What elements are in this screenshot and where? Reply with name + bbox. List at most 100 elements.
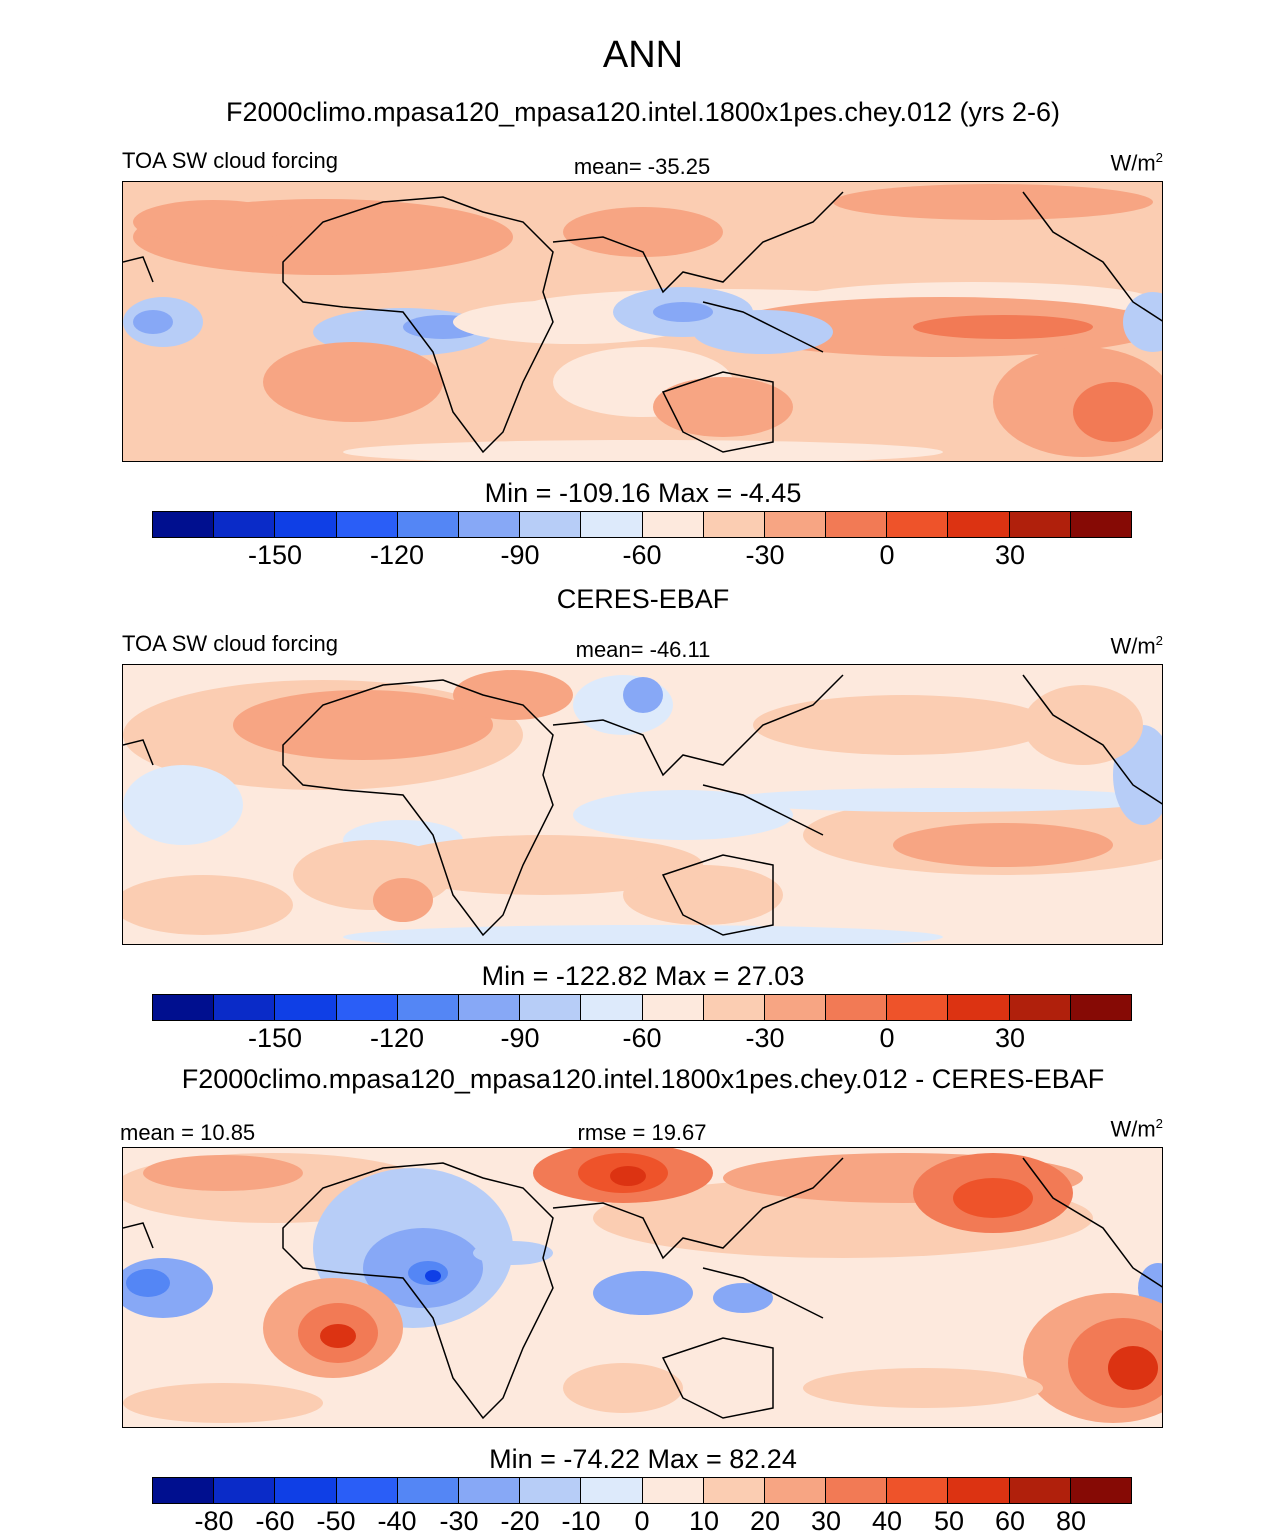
colorbar-swatch [336,1478,398,1503]
panel2-mean: mean= -46.11 [575,637,711,662]
panel1-tick: -150 [247,540,303,570]
colorbar-swatch [153,1478,215,1503]
panel3-tick: 0 [634,1506,650,1536]
panel2-tick: -30 [745,1023,785,1053]
colorbar-swatch [581,995,643,1020]
figure-title: ANN [602,34,684,76]
panel2-title: CERES-EBAF [556,584,730,614]
colorbar-swatch [275,995,337,1020]
colorbar-swatch [581,512,643,537]
panel1-map [122,181,1163,462]
panel2-tick: 0 [879,1023,895,1053]
colorbar-swatch [703,512,765,537]
colorbar-swatch [887,512,949,537]
panel3-min-max: Min = -74.22 Max = 82.24 [489,1444,797,1474]
colorbar-swatch [214,995,276,1020]
colorbar-swatch [1070,1478,1131,1503]
panel1-tick: -90 [500,540,540,570]
panel3-tick: 60 [994,1506,1026,1536]
colorbar-swatch [948,995,1010,1020]
colorbar-swatch [1070,512,1131,537]
colorbar-swatch [397,512,459,537]
colorbar-swatch [948,512,1010,537]
panel2-colorbar [152,994,1132,1021]
panel3-tick: 10 [688,1506,720,1536]
panel1-tick: -60 [622,540,662,570]
colorbar-swatch [703,1478,765,1503]
panel1-tick: 0 [879,540,895,570]
panel2-field [123,665,1162,944]
panel3-field [123,1148,1162,1427]
panel2-tick: -120 [369,1023,425,1053]
panel3-colorbar [152,1477,1132,1504]
panel3-rmse: rmse = 19.67 [577,1120,707,1145]
colorbar-swatch [1070,995,1131,1020]
panel2-tick: -90 [500,1023,540,1053]
panel3-tick: -10 [561,1506,601,1536]
colorbar-swatch [826,995,888,1020]
colorbar-swatch [948,1478,1010,1503]
panel2-min-max: Min = -122.82 Max = 27.03 [481,961,805,991]
colorbar-swatch [214,1478,276,1503]
colorbar-swatch [826,512,888,537]
panel3-tick: -30 [439,1506,479,1536]
colorbar-swatch [275,512,337,537]
colorbar-swatch [458,995,521,1020]
panel2-units: W/m2 [1110,633,1163,659]
panel1-title: F2000climo.mpasa120_mpasa120.intel.1800x… [226,97,1060,127]
panel3-tick: -80 [194,1506,234,1536]
panel3-tick: -40 [377,1506,417,1536]
colorbar-swatch [764,512,827,537]
panel1-min-max: Min = -109.16 Max = -4.45 [484,478,802,508]
panel2-tick: -150 [247,1023,303,1053]
colorbar-swatch [397,1478,459,1503]
panel2-map [122,664,1163,945]
panel3-mean: mean = 10.85 [120,1120,256,1145]
colorbar-swatch [1009,1478,1071,1503]
panel3-map [122,1147,1163,1428]
panel3-units: W/m2 [1110,1116,1163,1142]
colorbar-swatch [1009,995,1071,1020]
colorbar-swatch [520,512,582,537]
colorbar-swatch [764,1478,827,1503]
colorbar-swatch [642,1478,704,1503]
panel3-tick: 40 [871,1506,903,1536]
colorbar-swatch [336,995,398,1020]
panel1-field [123,182,1162,461]
panel3-tick: 50 [933,1506,965,1536]
colorbar-swatch [581,1478,643,1503]
colorbar-swatch [458,512,521,537]
colorbar-swatch [153,995,215,1020]
panel3-tick: -20 [500,1506,540,1536]
colorbar-swatch [458,1478,521,1503]
panel1-tick: -30 [745,540,785,570]
colorbar-swatch [336,512,398,537]
panel3-title: F2000climo.mpasa120_mpasa120.intel.1800x… [181,1064,1105,1094]
panel2-tick: -60 [622,1023,662,1053]
panel2-tick: 30 [994,1023,1026,1053]
colorbar-swatch [275,1478,337,1503]
panel3-tick: -60 [255,1506,295,1536]
colorbar-swatch [153,512,215,537]
colorbar-swatch [826,1478,888,1503]
panel1-tick: 30 [994,540,1026,570]
panel2-variable-label: TOA SW cloud forcing [122,631,339,656]
panel1-units: W/m2 [1110,150,1163,176]
panel3-tick: 20 [749,1506,781,1536]
panel1-colorbar [152,511,1132,538]
panel3-tick: -50 [316,1506,356,1536]
colorbar-swatch [397,995,459,1020]
colorbar-swatch [1009,512,1071,537]
colorbar-swatch [703,995,765,1020]
panel3-tick: 80 [1055,1506,1087,1536]
colorbar-swatch [764,995,827,1020]
colorbar-swatch [642,995,704,1020]
colorbar-swatch [642,512,704,537]
panel1-mean: mean= -35.25 [573,154,711,179]
colorbar-swatch [520,995,582,1020]
colorbar-swatch [887,1478,949,1503]
panel3-tick: 30 [810,1506,842,1536]
panel1-tick: -120 [369,540,425,570]
colorbar-swatch [520,1478,582,1503]
colorbar-swatch [887,995,949,1020]
